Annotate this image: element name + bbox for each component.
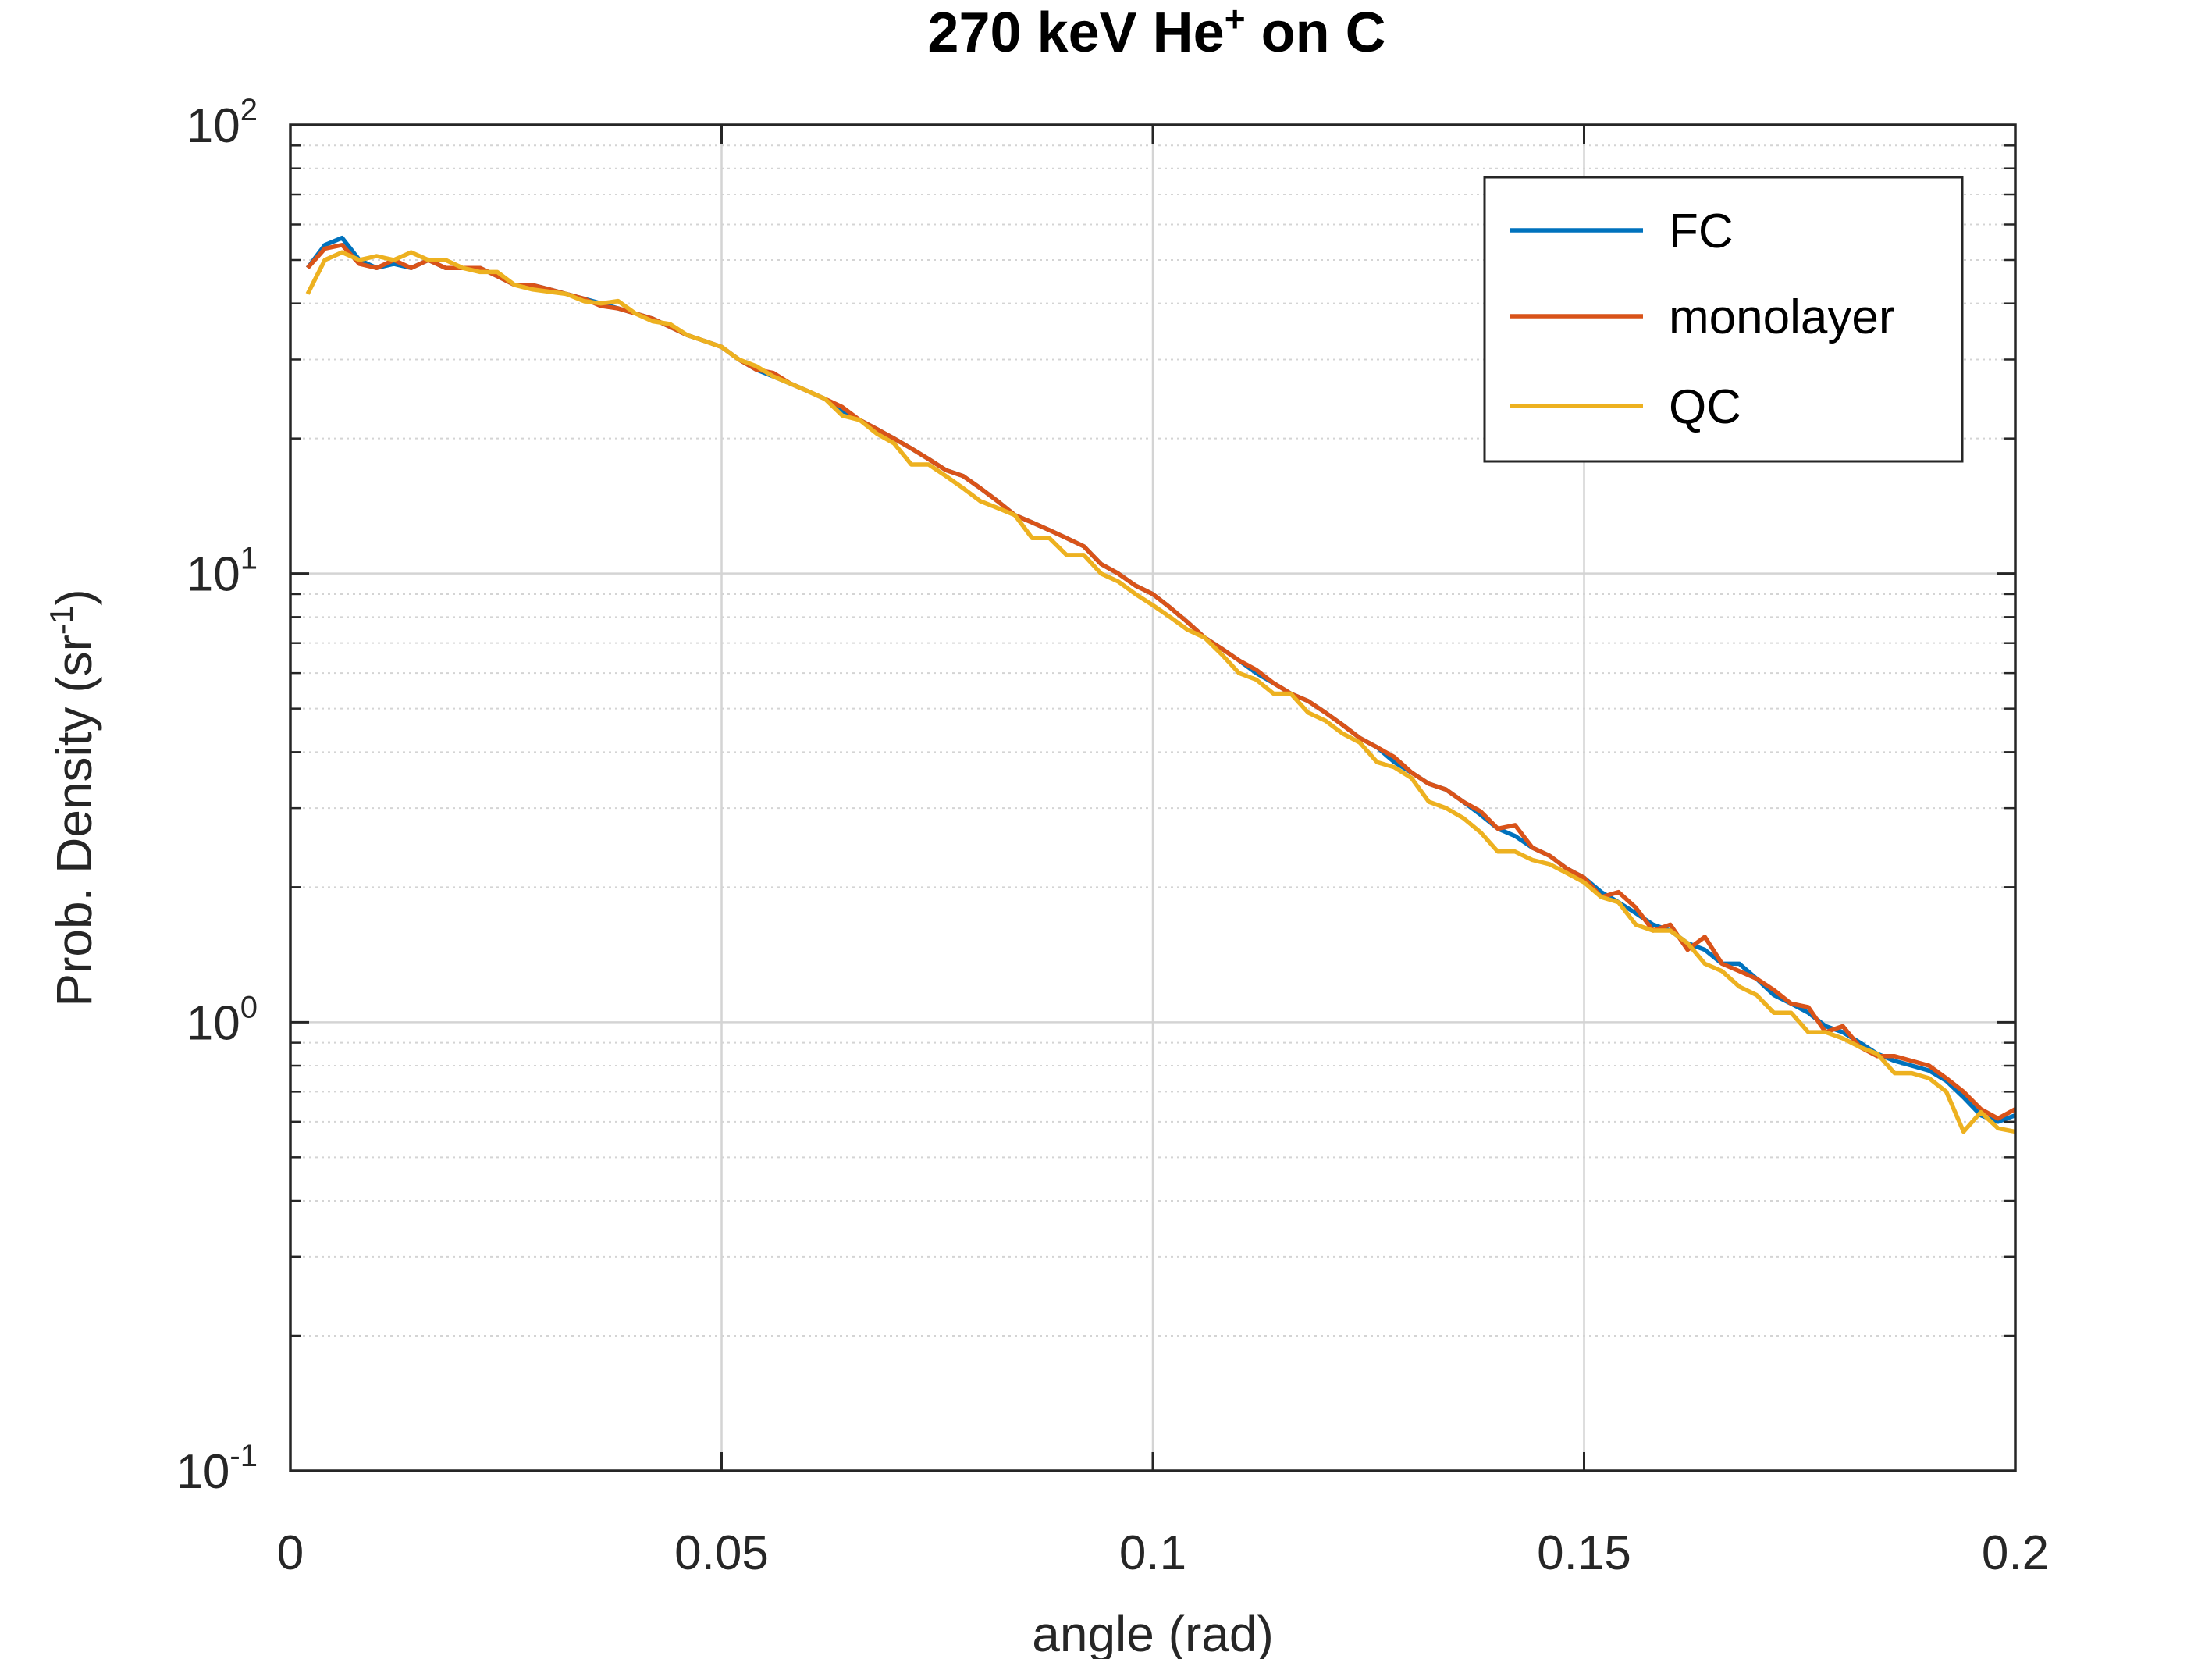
- y-tick-exponent: 2: [240, 93, 258, 127]
- axes-frame: [289, 123, 2017, 1472]
- x-tick-label: 0.05: [674, 1526, 769, 1580]
- y-tick-exponent: 1: [240, 542, 258, 576]
- chart-title: 270 keV He+ on C: [927, 0, 1385, 64]
- legend: FC monolayer QC: [1483, 176, 1964, 463]
- x-tick-label: 0.15: [1537, 1526, 1631, 1580]
- y-tick-exponent: 0: [240, 990, 258, 1024]
- x-tick-label: 0.1: [1119, 1526, 1186, 1580]
- chart-title-main: 270 keV He: [927, 2, 1224, 64]
- x-axis-label: angle (rad): [1032, 1606, 1274, 1659]
- legend-label-FC: FC: [1669, 205, 1734, 258]
- y-tick-label: 101: [187, 542, 258, 602]
- y-tick-base: 10: [187, 996, 240, 1050]
- chart-title-superscript: +: [1225, 0, 1246, 39]
- y-tick-base: 10: [187, 548, 240, 602]
- y-axis-label-main: Prob. Density (sr: [46, 635, 102, 1007]
- y-axis-label-superscript: -1: [43, 606, 80, 635]
- y-tick-label: 10-1: [176, 1439, 258, 1499]
- y-tick-exponent: -1: [229, 1439, 258, 1473]
- y-tick-base: 10: [176, 1445, 229, 1499]
- chart-title-text: 270 keV He+ on C: [927, 0, 1385, 64]
- x-tick-labels: 0 0.05 0.1 0.15 0.2: [277, 1526, 2049, 1580]
- y-tick-label: 100: [187, 990, 258, 1050]
- x-tick-label: 0: [277, 1526, 304, 1580]
- legend-label-QC: QC: [1669, 380, 1741, 434]
- axes: [289, 123, 2017, 1472]
- chart-title-tail: on C: [1246, 2, 1386, 64]
- y-tick-label: 102: [187, 93, 258, 153]
- y-axis-label-tail: ): [46, 589, 102, 605]
- legend-box: [1483, 176, 1964, 463]
- legend-label-monolayer: monolayer: [1669, 290, 1894, 344]
- y-tick-base: 10: [187, 99, 240, 153]
- y-axis-label: Prob. Density (sr-1): [43, 589, 102, 1006]
- data-series: [305, 235, 2017, 1134]
- x-tick-label: 0.2: [1982, 1526, 2049, 1580]
- series-line-QC: [305, 250, 2016, 1134]
